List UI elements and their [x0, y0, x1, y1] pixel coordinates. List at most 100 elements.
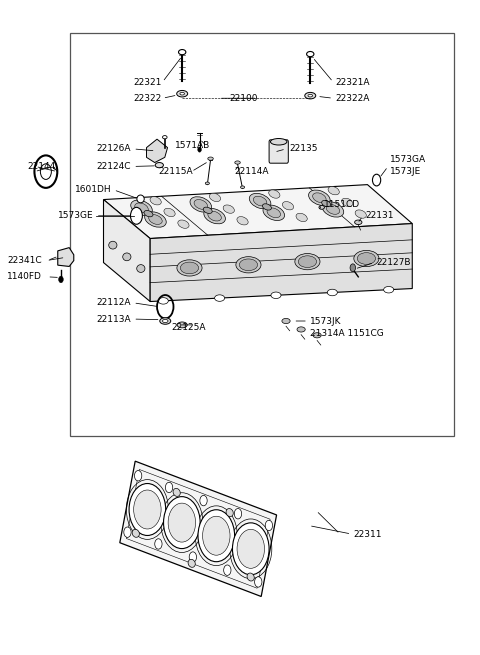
Ellipse shape — [322, 200, 331, 207]
Ellipse shape — [131, 200, 152, 215]
Ellipse shape — [240, 259, 258, 271]
Ellipse shape — [263, 204, 271, 210]
Ellipse shape — [137, 265, 145, 272]
Ellipse shape — [226, 508, 233, 517]
Text: 22114A: 22114A — [234, 167, 268, 176]
Ellipse shape — [282, 202, 294, 210]
Ellipse shape — [223, 205, 234, 214]
Ellipse shape — [235, 161, 240, 164]
Ellipse shape — [326, 204, 340, 214]
Ellipse shape — [355, 210, 366, 218]
Text: 22135: 22135 — [289, 144, 318, 153]
Ellipse shape — [236, 257, 261, 273]
Circle shape — [35, 155, 57, 188]
Ellipse shape — [132, 529, 139, 537]
Ellipse shape — [249, 193, 271, 209]
Ellipse shape — [263, 205, 285, 221]
Text: 22144: 22144 — [28, 162, 56, 171]
Ellipse shape — [179, 50, 186, 55]
Ellipse shape — [253, 196, 267, 206]
Circle shape — [200, 495, 207, 506]
Ellipse shape — [190, 196, 212, 212]
Ellipse shape — [357, 253, 375, 265]
Ellipse shape — [194, 200, 207, 210]
Text: 22113A: 22113A — [96, 314, 131, 324]
Text: 22126A: 22126A — [96, 144, 131, 153]
Ellipse shape — [180, 262, 199, 274]
Ellipse shape — [205, 182, 209, 185]
Ellipse shape — [247, 573, 254, 581]
Text: 1573GA: 1573GA — [390, 155, 426, 164]
Ellipse shape — [109, 241, 117, 249]
Circle shape — [350, 264, 356, 272]
Circle shape — [166, 482, 173, 493]
Ellipse shape — [295, 253, 320, 270]
Text: 21314A 1151CG: 21314A 1151CG — [310, 329, 384, 339]
Text: 22127B: 22127B — [377, 258, 411, 267]
Text: 22124C: 22124C — [96, 162, 131, 171]
Bar — [70, 33, 455, 436]
Circle shape — [59, 276, 63, 283]
Circle shape — [198, 510, 235, 562]
Ellipse shape — [237, 217, 248, 225]
Text: 22321A: 22321A — [336, 77, 370, 86]
Ellipse shape — [123, 253, 131, 261]
Text: 1571AB: 1571AB — [175, 141, 210, 150]
Text: 22311: 22311 — [354, 529, 382, 538]
Polygon shape — [58, 248, 74, 267]
Circle shape — [134, 470, 142, 481]
Ellipse shape — [271, 292, 281, 299]
Ellipse shape — [342, 198, 353, 206]
Ellipse shape — [188, 559, 195, 567]
Circle shape — [372, 174, 381, 186]
Text: 1573JK: 1573JK — [310, 316, 342, 326]
Circle shape — [131, 208, 143, 224]
Ellipse shape — [137, 195, 144, 203]
Ellipse shape — [163, 136, 167, 139]
Polygon shape — [146, 139, 168, 162]
Ellipse shape — [305, 92, 316, 99]
Ellipse shape — [144, 212, 166, 227]
Ellipse shape — [164, 208, 175, 217]
Circle shape — [224, 565, 231, 575]
Ellipse shape — [269, 190, 280, 198]
Circle shape — [232, 523, 269, 575]
Ellipse shape — [173, 489, 180, 496]
Circle shape — [198, 147, 202, 152]
Text: 22321: 22321 — [133, 77, 162, 86]
Ellipse shape — [135, 203, 148, 213]
Ellipse shape — [240, 186, 245, 189]
Ellipse shape — [177, 260, 202, 276]
Text: 1601DH: 1601DH — [75, 185, 111, 195]
Ellipse shape — [158, 297, 168, 304]
Ellipse shape — [144, 210, 153, 217]
Ellipse shape — [177, 90, 188, 97]
Text: 1573JE: 1573JE — [390, 167, 421, 176]
Ellipse shape — [149, 215, 162, 225]
Ellipse shape — [215, 295, 225, 301]
Ellipse shape — [178, 220, 189, 229]
Ellipse shape — [267, 208, 280, 217]
Ellipse shape — [322, 202, 344, 217]
Ellipse shape — [180, 92, 184, 95]
Circle shape — [234, 508, 241, 519]
Ellipse shape — [307, 52, 314, 57]
Ellipse shape — [309, 190, 330, 206]
Circle shape — [133, 490, 161, 529]
Circle shape — [203, 516, 230, 555]
Ellipse shape — [209, 193, 221, 202]
Ellipse shape — [208, 157, 213, 160]
Circle shape — [189, 552, 196, 562]
Text: 22112A: 22112A — [96, 298, 131, 307]
Text: 22100: 22100 — [230, 94, 258, 103]
Text: 22341C: 22341C — [7, 256, 42, 265]
Ellipse shape — [150, 196, 161, 205]
Text: 22131: 22131 — [365, 212, 394, 220]
FancyBboxPatch shape — [269, 140, 288, 163]
Circle shape — [40, 164, 51, 179]
Ellipse shape — [355, 220, 362, 225]
Ellipse shape — [296, 214, 307, 221]
Circle shape — [164, 496, 200, 549]
Ellipse shape — [177, 322, 187, 328]
Ellipse shape — [163, 320, 168, 323]
